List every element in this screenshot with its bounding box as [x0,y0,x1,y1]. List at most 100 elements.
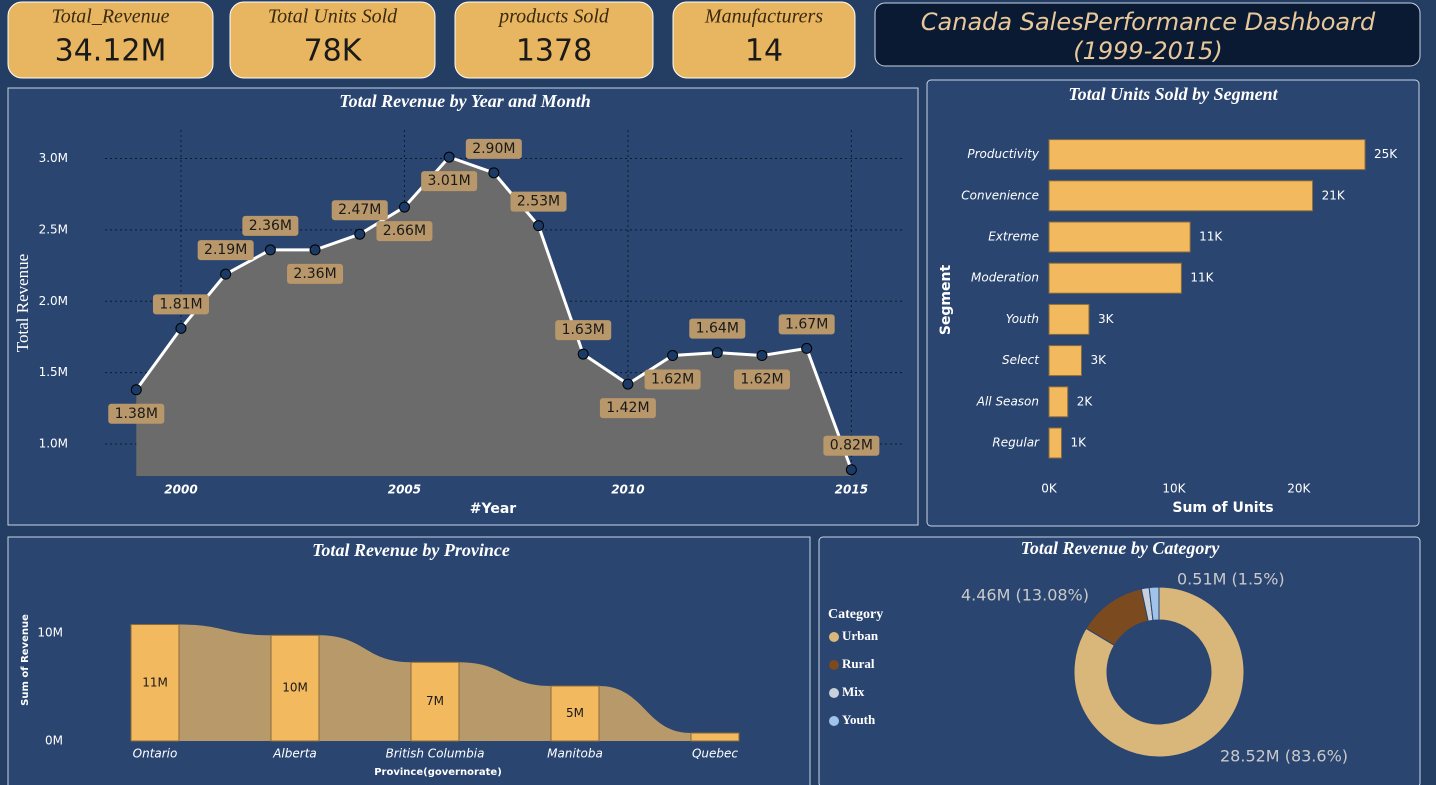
bar [1048,427,1062,459]
label-box [733,369,790,390]
y-tick-label: 2.5M [39,222,68,236]
chart-title: Total Revenue by Year and Month [339,91,591,111]
data-label: 11M [142,675,168,689]
point [533,220,545,232]
chart-title: Total Revenue by Province [312,540,510,560]
label-box [689,318,746,339]
y-tick-label: 3.0M [39,151,68,165]
data-label: 21K [1322,188,1346,202]
y-tick-label: Youth [1006,312,1039,326]
legend-label: Rural [842,656,875,671]
x-tick-label: Ontario [133,747,178,761]
y-tick-label: Productivity [967,147,1040,161]
bar [410,661,460,742]
point [309,244,321,256]
data-label: 2.47M [338,202,381,218]
legend-swatch [829,688,839,698]
kpi-label: Manufacturers [704,6,823,28]
data-label: 3K [1098,312,1115,326]
x-tick-label: 0K [1041,482,1058,496]
point [220,268,232,280]
data-label: 10M [282,681,308,695]
point [801,342,813,354]
slice [1148,586,1160,621]
bar [1048,262,1182,294]
legend-label: Mix [842,684,865,699]
x-axis-label: Sum of Units [1172,500,1273,516]
label-box [778,314,835,335]
label-box [465,138,522,159]
label-box [376,221,433,242]
point [443,151,455,163]
y-tick-label: 2.0M [39,294,68,308]
data-label: 0.51M (1.5%) [1177,570,1285,589]
x-tick-label: Alberta [272,747,317,761]
data-label: 1.63M [562,322,605,338]
data-label: 1.62M [651,372,694,388]
dashboard-title: Canada SalesPerformance Dashboard [921,8,1376,36]
x-tick-label: 2015 [835,483,868,497]
data-label: 28.52M (83.6%) [1220,747,1348,766]
title-box [874,2,1421,67]
bar [1048,139,1366,171]
data-label: 1.38M [115,406,158,422]
point [577,348,589,360]
legend-title: Category [828,607,883,622]
data-label: 2.53M [517,194,560,210]
data-label: 2.19M [204,242,247,258]
kpi-card [454,1,654,79]
point [711,347,723,359]
kpi-label: products Sold [497,6,610,28]
data-label: 1.81M [159,296,202,312]
data-label: 1.64M [696,321,739,337]
label-box [421,171,478,192]
data-label: 4.46M (13.08%) [961,586,1089,605]
chart-title: Total Units Sold by Segment [1068,84,1278,104]
data-label: 3.01M [428,173,471,189]
data-label: 1K [1070,436,1087,450]
data-label: 2.66M [383,223,426,239]
kpi-card [7,1,214,79]
legend-label: Youth [842,712,876,727]
bar [1048,303,1090,335]
point [130,384,142,396]
label-box [152,294,209,315]
y-tick-label: 1.0M [39,437,68,451]
bar [1048,345,1082,377]
bar [1048,221,1191,253]
data-label: 11K [1199,230,1223,244]
legend-swatch [829,632,839,642]
y-tick-label: Select [1002,353,1040,367]
x-tick-label: 20K [1287,482,1311,496]
label-box [599,398,656,419]
legend-swatch [829,716,839,726]
label-box [331,200,388,221]
kpi-label: Total_Revenue [51,6,169,28]
area [136,157,852,476]
y-axis-label: Sum of Revenue [20,614,31,706]
x-tick-label: 2010 [611,483,644,497]
point [488,167,500,179]
data-label: 1.67M [785,316,828,332]
x-tick-label: 10K [1162,482,1186,496]
dashboard-subtitle: (1999-2015) [1073,37,1223,65]
bar [1048,386,1069,418]
point [175,322,187,334]
bar [690,732,740,742]
x-tick-label: Manitoba [547,747,603,761]
chart-title: Total Revenue by Category [1021,538,1221,558]
kpi-label: Total Units Sold [268,6,398,28]
label-box [555,320,612,341]
bar [270,634,320,742]
label-box [197,240,254,261]
kpi-card [229,1,436,79]
legend-label: Urban [842,628,879,643]
y-tick-label: Convenience [961,188,1039,202]
y-tick-label: 10M [37,626,63,640]
data-label: 3K [1090,353,1107,367]
y-tick-label: Extreme [988,230,1039,244]
x-tick-label: 2005 [388,483,421,497]
y-tick-label: Regular [992,436,1040,450]
label-box [644,369,701,390]
data-label: 2K [1077,394,1094,408]
